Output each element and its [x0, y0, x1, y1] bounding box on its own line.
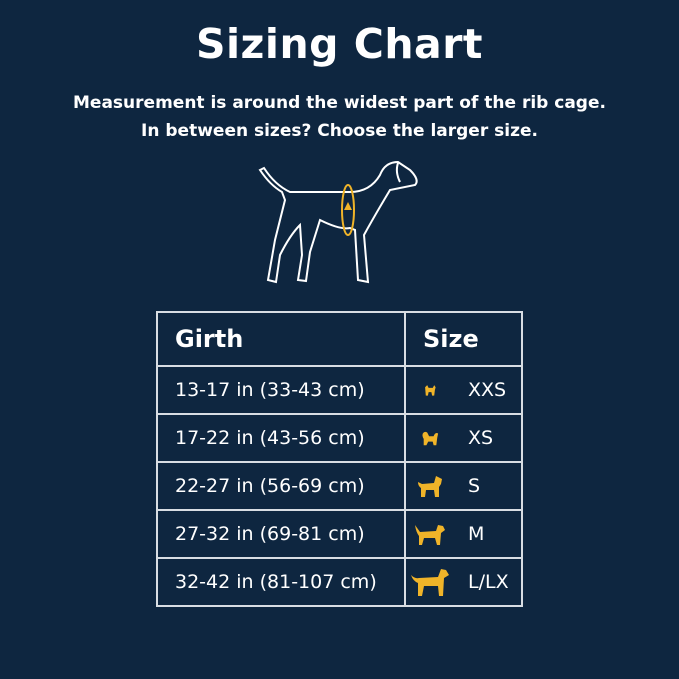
table-row: 32-42 in (81-107 cm) L/LX: [156, 557, 523, 607]
table-row: 17-22 in (43-56 cm) XS: [156, 413, 523, 463]
size-label: L/LX: [468, 571, 509, 593]
tiny-dog-icon: [406, 383, 454, 397]
table-row: 22-27 in (56-69 cm) S: [156, 461, 523, 511]
size-label: XXS: [468, 379, 507, 401]
page-title: Sizing Chart: [195, 20, 484, 68]
girth-cell: 32-42 in (81-107 cm): [156, 557, 406, 607]
girth-cell: 22-27 in (56-69 cm): [156, 461, 406, 511]
table-header-row: Girth Size: [156, 311, 523, 367]
table-row: 27-32 in (69-81 cm) M: [156, 509, 523, 559]
girth-cell: 27-32 in (69-81 cm): [156, 509, 406, 559]
subtitle-advice: In between sizes? Choose the larger size…: [141, 121, 538, 141]
medium-dog-icon: [406, 522, 454, 546]
girth-cell: 13-17 in (33-43 cm): [156, 365, 406, 415]
size-label: M: [468, 523, 485, 545]
table-row: 13-17 in (33-43 cm) XXS: [156, 365, 523, 415]
girth-cell: 17-22 in (43-56 cm): [156, 413, 406, 463]
size-label: S: [468, 475, 481, 497]
header-size: Size: [404, 311, 523, 367]
curly-dog-icon: [406, 474, 454, 498]
size-label: XS: [468, 427, 494, 449]
subtitle-measurement: Measurement is around the widest part of…: [73, 93, 606, 113]
fluffy-small-dog-icon: [406, 429, 454, 447]
sizing-table: Girth Size 13-17 in (33-43 cm) XXS 17-22…: [156, 311, 523, 607]
dog-girth-diagram-icon: [258, 160, 418, 284]
large-dog-icon: [406, 567, 454, 597]
header-girth: Girth: [156, 311, 406, 367]
